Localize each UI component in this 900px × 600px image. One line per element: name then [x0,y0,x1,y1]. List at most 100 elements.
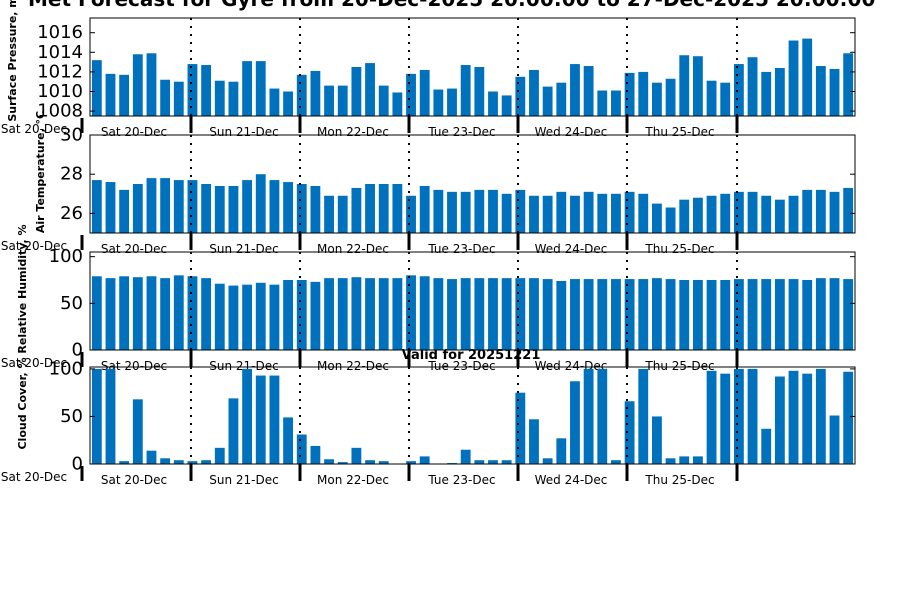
bar [187,180,198,233]
bar [542,279,553,350]
bar [638,193,649,233]
bar [214,283,225,350]
bar [815,66,826,116]
bar [132,399,143,464]
bar [583,279,594,350]
bar [501,460,512,464]
day-label: Mon 22-Dec [317,473,389,487]
y-tick-label: 1012 [37,61,83,82]
bar [474,460,485,464]
bar [542,195,553,233]
bar [173,275,184,350]
bar [829,191,840,233]
bar [406,275,416,350]
bar [460,278,471,350]
bar [242,284,253,350]
bar [529,278,539,350]
bar [228,285,239,350]
bar [269,375,280,464]
left-tick-label: Sat 20-Dec [1,122,67,136]
bar [296,434,307,464]
bar [624,401,635,464]
bar [611,193,621,233]
bar [829,68,840,116]
bar [733,191,744,233]
bar [515,392,526,464]
bar [720,280,731,350]
bar [283,182,293,233]
bar [406,461,416,464]
bar [665,458,676,464]
bar [692,456,703,464]
y-axis-label: Air Temperature, °C [34,111,47,233]
bar [91,368,102,464]
bar [638,368,649,464]
bar [146,178,157,233]
bar [365,460,375,464]
bar [652,203,662,233]
day-label: Thu 25-Dec [644,125,714,139]
bar [802,189,813,233]
bar [91,60,102,116]
day-label: Sat 20-Dec [101,242,167,256]
bar [692,280,703,350]
y-tick-label: 50 [60,293,83,314]
bar [91,276,102,350]
bar [132,277,143,350]
bar [419,276,430,350]
bar [160,178,171,233]
day-label: Tue 23-Dec [427,359,495,373]
bar [105,182,116,233]
bar [474,278,485,350]
bar [556,280,567,350]
bar [515,278,526,350]
bar [611,460,621,464]
bar [433,89,444,116]
bar [692,56,703,116]
y-axis-label: Surface Pressure, mb [6,0,19,122]
bar [310,445,321,464]
bar [733,279,744,350]
bar [788,195,799,233]
bar [351,447,362,464]
bar [173,81,184,116]
bar [597,279,608,350]
bar [611,279,621,350]
bar [720,82,731,116]
bar [406,73,416,116]
bar [761,279,772,350]
bar [447,279,457,350]
chart-subtitle: Valid for 20251221 [402,348,541,363]
day-label: Sun 21-Dec [209,473,278,487]
bar [542,458,553,464]
bar [665,78,676,116]
bar [843,371,854,464]
bar [132,184,143,233]
bar [269,284,280,350]
day-label: Wed 24-Dec [535,473,608,487]
bar [583,191,594,233]
bar [638,279,649,350]
bar [187,276,198,350]
bar [228,398,239,464]
bar [337,462,348,464]
bar [406,195,416,233]
bar [283,91,293,116]
bar [843,187,854,233]
bar [570,195,580,233]
bar [488,91,498,116]
bar [378,461,389,464]
bar [242,61,253,116]
bar [132,54,143,116]
y-tick-label: 30 [60,125,83,146]
bar [310,70,321,116]
bar [488,278,498,350]
bar [529,69,539,116]
bar [788,279,799,350]
day-label: Sun 21-Dec [209,125,278,139]
bar [720,373,731,464]
bar [119,74,130,116]
bar [255,61,266,116]
